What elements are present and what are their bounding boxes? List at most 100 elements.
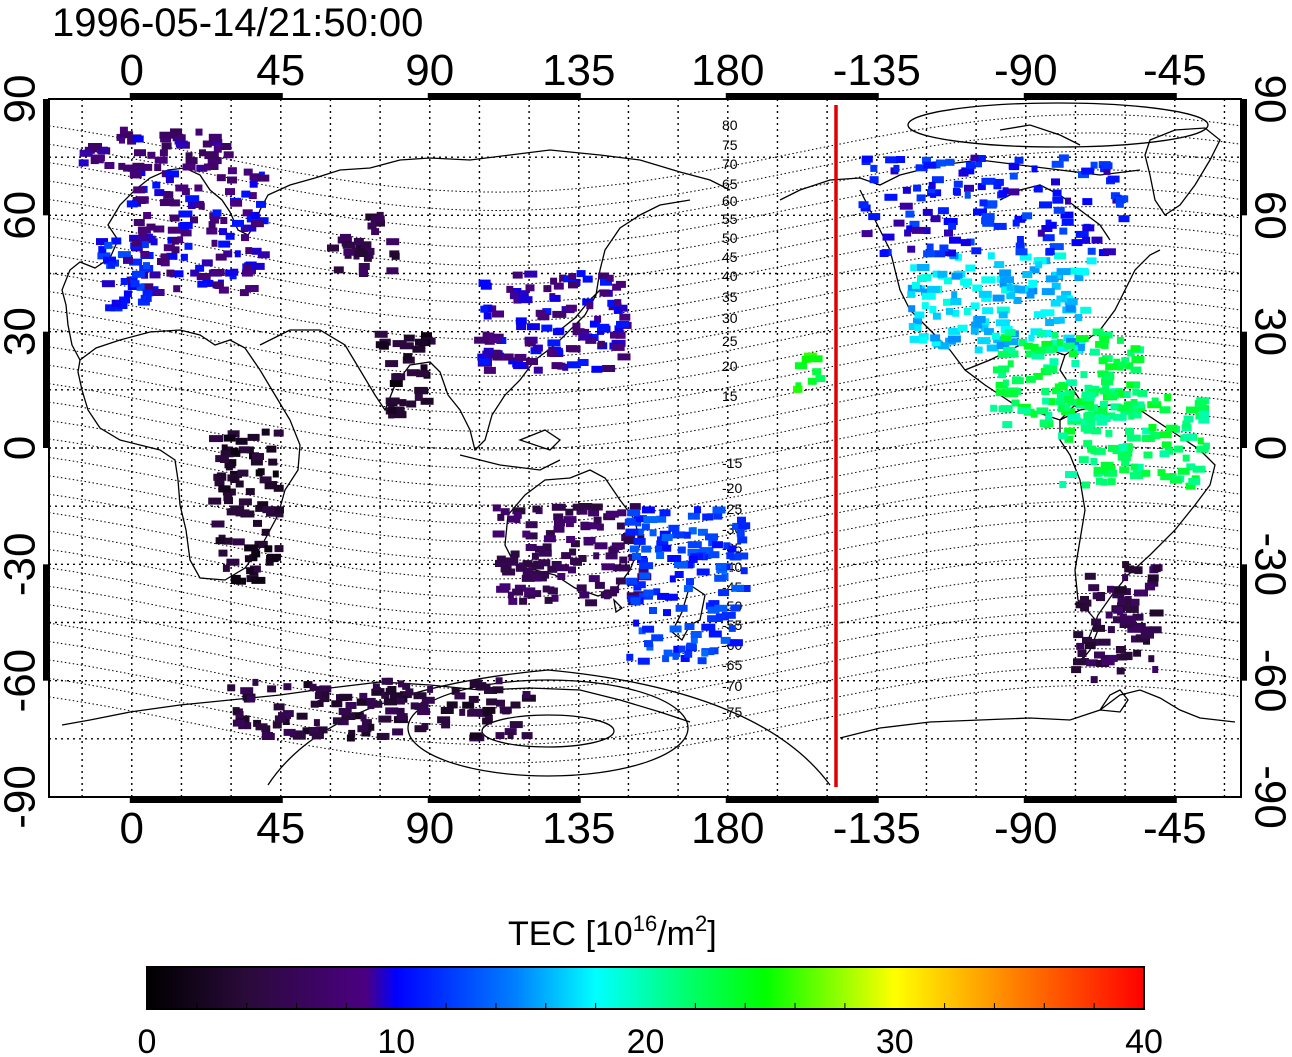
tec-point bbox=[1051, 282, 1061, 290]
tec-point bbox=[273, 429, 284, 437]
tec-point bbox=[981, 276, 996, 284]
tec-point bbox=[1148, 424, 1157, 431]
tec-point bbox=[171, 246, 180, 254]
tec-point bbox=[1073, 658, 1085, 666]
tec-point bbox=[617, 353, 631, 361]
tec-point bbox=[246, 446, 254, 454]
tec-point bbox=[376, 733, 387, 740]
tec-point bbox=[441, 721, 451, 729]
tec-point bbox=[1141, 435, 1155, 442]
tec-point bbox=[486, 698, 498, 706]
tec-point bbox=[179, 221, 193, 229]
tec-point bbox=[1052, 196, 1064, 204]
tec-point bbox=[1125, 605, 1139, 613]
tec-point bbox=[1101, 162, 1113, 170]
tec-point bbox=[251, 576, 266, 584]
tec-point bbox=[178, 210, 193, 218]
tec-point bbox=[412, 345, 426, 353]
tec-point bbox=[376, 211, 384, 219]
tec-point bbox=[1084, 384, 1093, 392]
tec-point bbox=[659, 509, 671, 517]
mlat-contour bbox=[49, 556, 1241, 635]
tec-point bbox=[250, 220, 264, 228]
tec-point bbox=[642, 625, 655, 633]
tec-point bbox=[696, 568, 710, 576]
tec-point bbox=[562, 363, 569, 371]
tec-point bbox=[241, 269, 253, 277]
tec-point bbox=[1093, 447, 1106, 455]
tec-point bbox=[1051, 331, 1059, 339]
mlat-contour bbox=[49, 243, 1241, 322]
tec-point bbox=[1064, 427, 1076, 435]
tec-point bbox=[931, 176, 944, 184]
tec-point bbox=[140, 250, 150, 258]
tec-point bbox=[170, 128, 182, 136]
tec-point bbox=[1068, 350, 1078, 358]
tec-point bbox=[315, 726, 328, 734]
tec-point bbox=[311, 732, 320, 740]
tec-point bbox=[547, 339, 561, 347]
tec-point bbox=[266, 445, 277, 453]
tec-point bbox=[507, 591, 514, 599]
tec-point bbox=[994, 261, 1005, 269]
tec-point bbox=[1089, 348, 1100, 356]
tec-point bbox=[153, 225, 165, 233]
tec-point bbox=[986, 344, 999, 352]
tec-point bbox=[492, 353, 502, 361]
tec-point bbox=[274, 545, 284, 553]
mlat-label: -20 bbox=[722, 480, 742, 496]
tec-point bbox=[98, 246, 107, 254]
tec-point bbox=[614, 325, 624, 333]
tec-point bbox=[947, 335, 961, 343]
tec-point bbox=[223, 434, 236, 442]
tec-point bbox=[1071, 666, 1082, 674]
tec-point bbox=[255, 469, 263, 477]
tec-point bbox=[240, 225, 248, 232]
tec-point bbox=[371, 688, 383, 696]
tec-point bbox=[167, 226, 181, 234]
lat-tick-label: 30 bbox=[1246, 307, 1292, 356]
tec-point bbox=[507, 732, 514, 739]
tec-point bbox=[726, 552, 735, 560]
tec-point bbox=[976, 155, 986, 162]
tec-point bbox=[333, 266, 344, 274]
tec-point bbox=[406, 400, 417, 408]
tec-point bbox=[1030, 328, 1043, 336]
mlat-label: 20 bbox=[722, 358, 738, 374]
tec-point bbox=[583, 536, 596, 544]
tec-point bbox=[309, 683, 317, 691]
tec-point bbox=[1071, 239, 1083, 247]
tec-point bbox=[1122, 443, 1133, 451]
tec-point bbox=[535, 309, 546, 317]
tec-point bbox=[512, 271, 523, 279]
tec-point bbox=[367, 702, 375, 710]
tec-point bbox=[1107, 626, 1115, 634]
tec-point bbox=[154, 189, 165, 197]
tec-point bbox=[468, 695, 479, 703]
tec-point bbox=[1078, 456, 1089, 464]
tec-point bbox=[1119, 613, 1127, 621]
tec-point bbox=[221, 444, 228, 452]
tec-point bbox=[663, 609, 671, 617]
tec-point bbox=[237, 469, 249, 477]
tec-point bbox=[500, 508, 510, 516]
tec-point bbox=[673, 645, 682, 653]
tec-point bbox=[1147, 579, 1159, 587]
tec-point bbox=[227, 176, 237, 184]
tec-point bbox=[970, 302, 980, 310]
tec-point bbox=[909, 220, 920, 228]
tec-point bbox=[1041, 288, 1055, 296]
tec-point bbox=[1089, 419, 1096, 427]
tec-point bbox=[182, 163, 196, 171]
tec-point bbox=[389, 380, 403, 387]
tec-point bbox=[123, 256, 133, 264]
tec-point bbox=[922, 156, 931, 164]
tec-point bbox=[1143, 451, 1153, 459]
tec-point bbox=[133, 219, 145, 226]
tec-point bbox=[653, 588, 661, 596]
tec-point bbox=[1107, 585, 1114, 593]
tec-point bbox=[1096, 413, 1103, 421]
tec-point bbox=[597, 340, 605, 348]
tec-point bbox=[965, 161, 976, 169]
tec-point bbox=[1081, 392, 1089, 400]
